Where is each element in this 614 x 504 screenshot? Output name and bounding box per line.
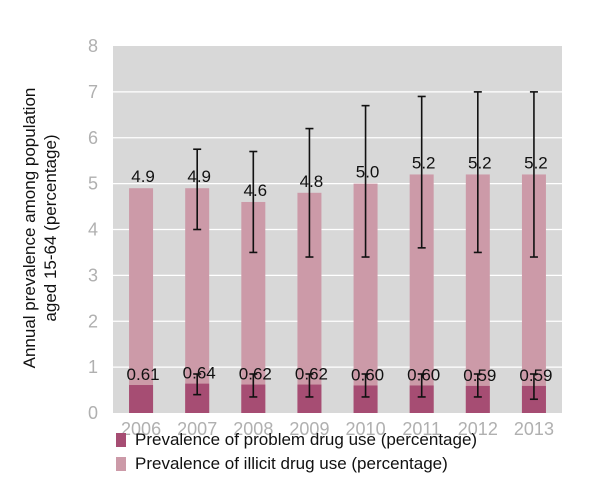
legend-label-problem-drug-use: Prevalence of problem drug use (percenta…	[135, 430, 477, 449]
x-tick-label-2013: 2013	[514, 419, 554, 439]
bar-problem-2006	[129, 385, 154, 413]
data-label-illicit-2012: 5.2	[468, 153, 492, 172]
y-tick-label-5: 5	[88, 174, 98, 194]
x-tick-label-2011: 2011	[402, 419, 441, 439]
bar-illicit-2006	[129, 188, 154, 413]
y-tick-label-7: 7	[88, 82, 98, 102]
errorbar-illicit-2012	[473, 91, 482, 254]
legend-label-illicit-drug-use: Prevalence of illicit drug use (percenta…	[135, 454, 448, 473]
y-axis-title: Annual prevalence among population aged …	[20, 88, 60, 369]
data-label-problem-2010: 0.60	[351, 365, 384, 384]
y-axis-title-line-1: Annual prevalence among population	[20, 88, 39, 369]
errorbar-illicit-2010	[361, 104, 370, 258]
y-tick-label-0: 0	[88, 403, 98, 423]
y-axis-title-line-2: aged 15-64 (percentage)	[41, 134, 60, 321]
data-label-illicit-2007: 4.9	[187, 167, 211, 186]
errorbar-problem-2012	[473, 373, 482, 398]
data-label-illicit-2009: 4.8	[300, 172, 324, 191]
data-label-illicit-2006: 4.9	[131, 167, 155, 186]
data-label-illicit-2013: 5.2	[524, 153, 548, 172]
data-label-illicit-2010: 5.0	[356, 163, 380, 182]
data-label-problem-2009: 0.62	[295, 365, 328, 384]
data-label-problem-2012: 0.59	[463, 366, 496, 385]
x-tick-label-2009: 2009	[289, 419, 329, 439]
data-label-problem-2006: 0.61	[127, 365, 160, 384]
x-tick-label-2010: 2010	[346, 419, 386, 439]
errorbar-illicit-2013	[529, 91, 538, 258]
x-tick-label-2008: 2008	[233, 419, 273, 439]
data-label-illicit-2011: 5.2	[412, 153, 436, 172]
y-tick-label-2: 2	[88, 311, 98, 331]
y-tick-labels: 0 1 2 3 4 5 6 7 8	[88, 36, 98, 423]
bars	[129, 174, 546, 413]
data-label-problem-2013: 0.59	[519, 366, 552, 385]
x-tick-label-2012: 2012	[458, 419, 498, 439]
errorbar-illicit-2009	[305, 127, 314, 258]
data-labels: 4.9 0.61 4.9 0.64 4.6 0.62 4.8 0.62 5.0 0.60 5.2 0.…	[127, 153, 553, 384]
legend-swatch-problem-drug-use	[116, 433, 126, 447]
errorbar-problem-2010	[361, 373, 370, 398]
y-tick-label-4: 4	[88, 220, 98, 240]
y-tick-label-6: 6	[88, 128, 98, 148]
data-label-illicit-2008: 4.6	[243, 181, 267, 200]
data-label-problem-2008: 0.62	[239, 365, 272, 384]
legend: Prevalence of problem drug use (percenta…	[116, 430, 477, 473]
x-tick-labels: 2006 2007 2008 2009 2010 2011 2012 2013	[121, 419, 554, 439]
y-tick-label-1: 1	[88, 357, 98, 377]
errorbar-illicit-2011	[417, 95, 426, 249]
x-tick-label-2006: 2006	[121, 419, 161, 439]
errorbar-problem-2008	[249, 373, 258, 398]
errorbar-problem-2013	[529, 373, 538, 401]
data-label-problem-2007: 0.64	[183, 364, 216, 383]
y-tick-label-3: 3	[88, 265, 98, 285]
legend-swatch-illicit-drug-use	[116, 457, 126, 471]
x-tick-label-2007: 2007	[177, 419, 217, 439]
errorbar-problem-2011	[417, 373, 426, 398]
errorbar-problem-2007	[193, 373, 202, 396]
errorbar-illicit-2008	[249, 150, 258, 254]
data-label-problem-2011: 0.60	[407, 365, 440, 384]
y-tick-label-8: 8	[88, 36, 98, 56]
errorbar-illicit-2007	[193, 148, 202, 231]
errorbar-problem-2009	[305, 373, 314, 398]
error-bars	[193, 91, 538, 401]
